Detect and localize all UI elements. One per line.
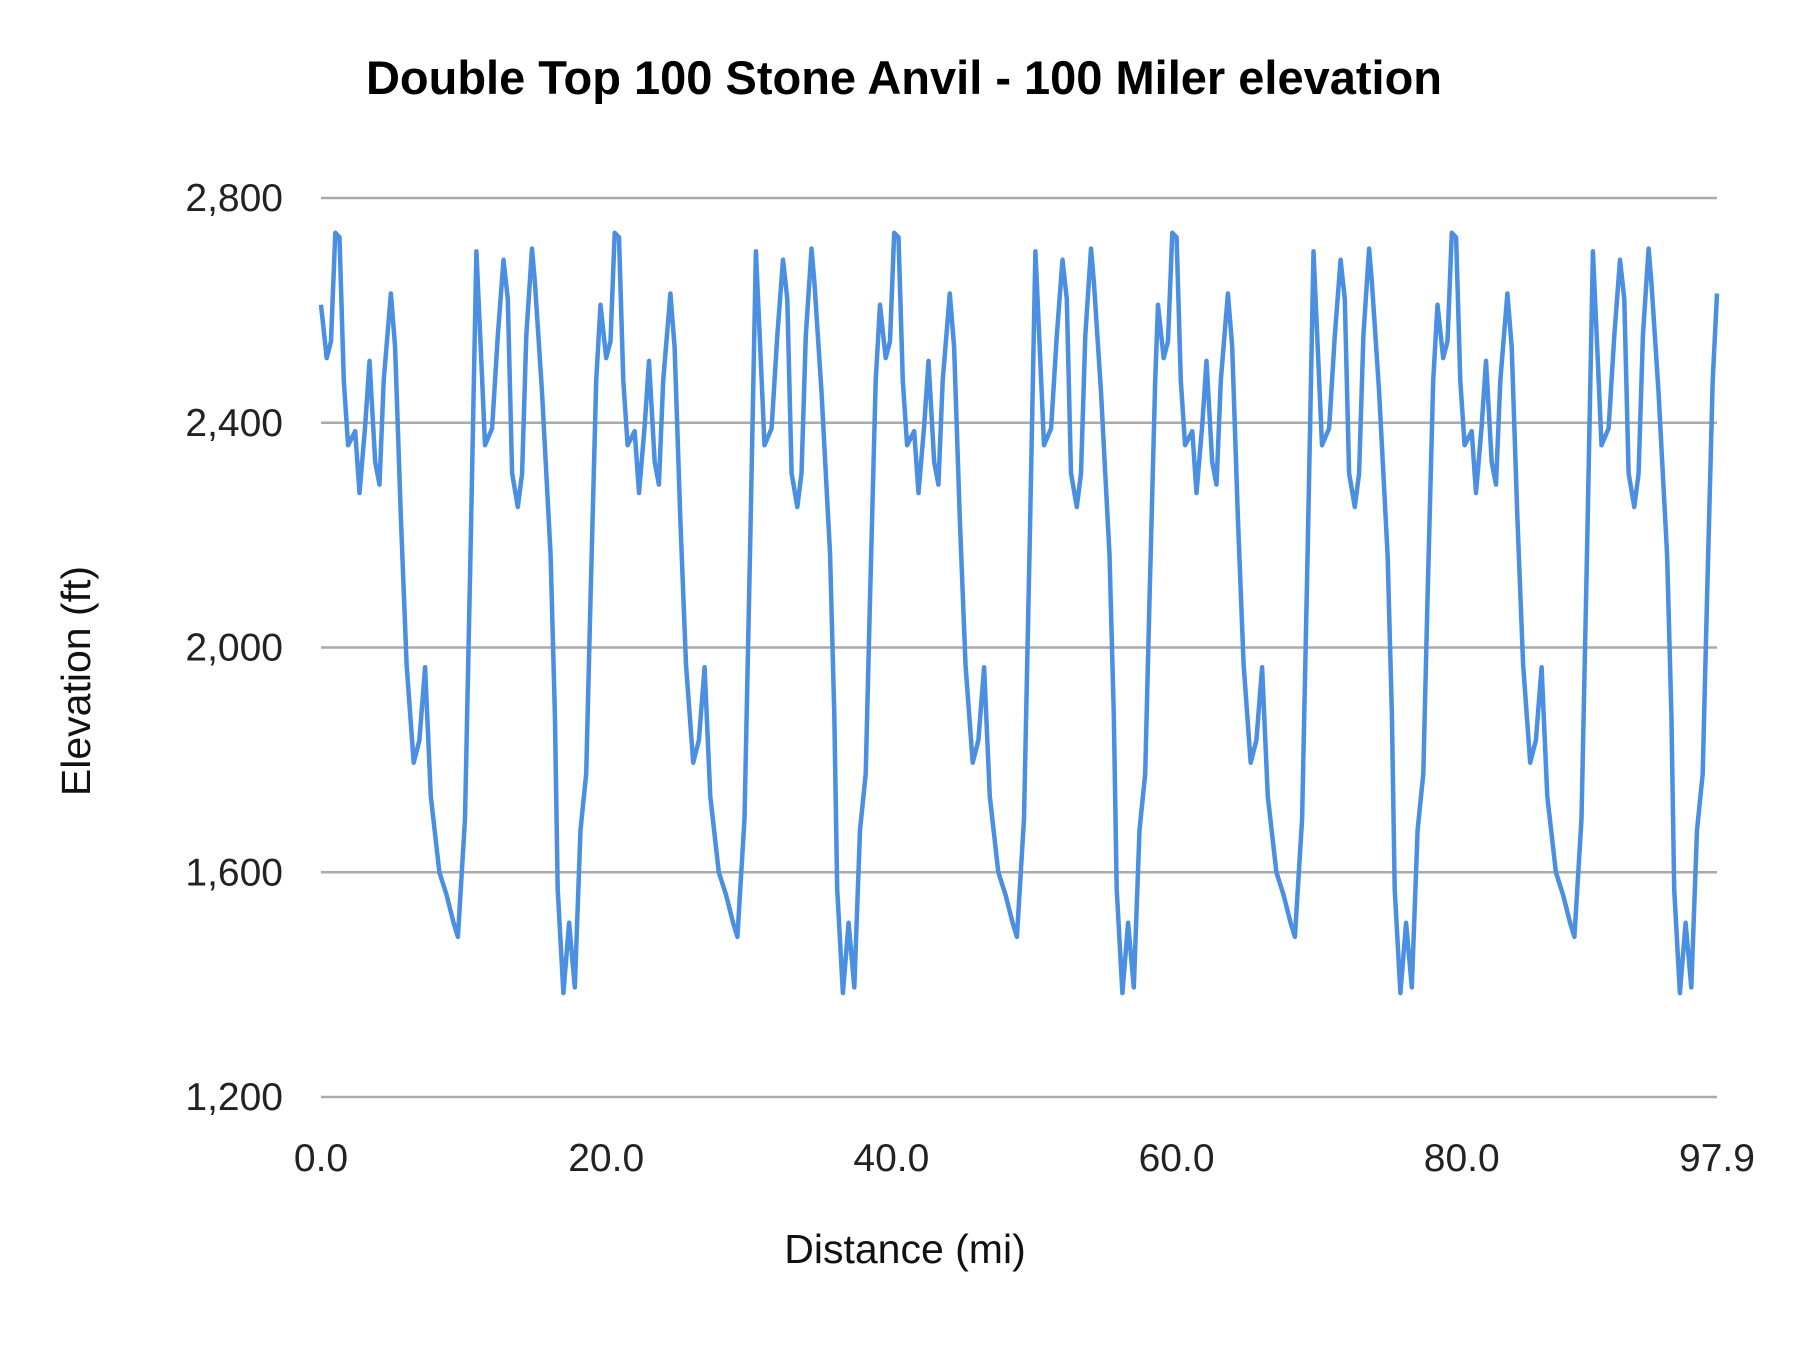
y-tick-label: 2,000 (185, 627, 283, 670)
x-tick-label: 60.0 (1139, 1137, 1215, 1180)
x-tick-label: 80.0 (1424, 1137, 1500, 1180)
y-tick-label: 2,800 (185, 177, 283, 220)
y-tick-label: 2,400 (185, 402, 283, 445)
y-axis-title: Elevation (ft) (53, 566, 99, 796)
x-tick-label: 40.0 (853, 1137, 929, 1180)
chart-title: Double Top 100 Stone Anvil - 100 Miler e… (366, 51, 1442, 104)
y-tick-label: 1,600 (185, 851, 283, 894)
x-axis-title: Distance (mi) (784, 1226, 1025, 1272)
y-tick-labels: 1,200 1,600 2,000 2,400 2,800 (185, 177, 283, 1119)
elevation-line (318, 230, 1720, 996)
x-tick-labels: 0.0 20.0 40.0 60.0 80.0 97.9 (294, 1137, 1755, 1180)
series-layer (318, 230, 1720, 996)
gridlines (321, 196, 1717, 1099)
x-tick-label: 97.9 (1679, 1137, 1755, 1180)
x-tick-label: 0.0 (294, 1137, 348, 1180)
y-tick-label: 1,200 (185, 1076, 283, 1119)
x-tick-label: 20.0 (568, 1137, 644, 1180)
